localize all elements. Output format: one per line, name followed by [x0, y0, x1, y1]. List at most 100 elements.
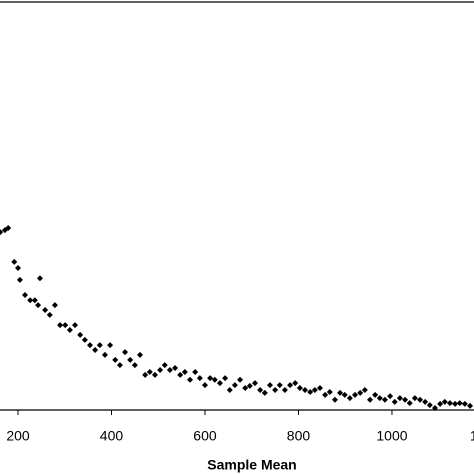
- point: [27, 297, 34, 304]
- point: [431, 404, 438, 411]
- point: [237, 376, 244, 383]
- point: [146, 369, 153, 376]
- point: [92, 347, 99, 354]
- point: [337, 389, 344, 396]
- point: [452, 400, 459, 407]
- point: [372, 391, 379, 398]
- point: [387, 393, 394, 400]
- point: [57, 322, 64, 329]
- point: [276, 382, 283, 389]
- point: [66, 327, 73, 334]
- point: [426, 402, 433, 409]
- point: [467, 402, 474, 409]
- point: [292, 380, 299, 387]
- point: [166, 367, 173, 374]
- point: [411, 395, 418, 402]
- point: [331, 396, 338, 403]
- point: [192, 369, 199, 376]
- point: [341, 391, 348, 398]
- point: [272, 387, 279, 394]
- point: [46, 311, 53, 318]
- point: [137, 351, 144, 358]
- point: [266, 382, 273, 389]
- point: [456, 400, 463, 407]
- point: [96, 342, 103, 349]
- point: [437, 400, 444, 407]
- point: [16, 276, 23, 283]
- point: [177, 371, 184, 378]
- point: [446, 400, 453, 407]
- point: [81, 336, 88, 343]
- point: [251, 380, 258, 387]
- x-tick-label: 1200: [470, 428, 474, 444]
- point: [51, 302, 58, 309]
- point: [287, 382, 294, 389]
- point: [116, 362, 123, 369]
- x-tick-label: 400: [100, 428, 124, 444]
- point: [417, 396, 424, 403]
- point: [376, 395, 383, 402]
- point: [122, 349, 129, 356]
- point: [172, 364, 179, 371]
- point: [14, 265, 21, 272]
- point: [322, 391, 329, 398]
- point: [42, 307, 49, 314]
- point: [391, 398, 398, 405]
- point: [231, 382, 238, 389]
- x-tick-label: 800: [287, 428, 311, 444]
- point: [261, 389, 268, 396]
- x-tick-label: 200: [6, 428, 30, 444]
- point: [107, 342, 114, 349]
- point: [326, 389, 333, 396]
- point: [35, 302, 42, 309]
- point: [366, 396, 373, 403]
- point: [161, 362, 168, 369]
- point: [396, 395, 403, 402]
- point: [157, 367, 164, 374]
- point: [5, 225, 12, 232]
- point: [216, 380, 223, 387]
- point: [101, 351, 108, 358]
- point: [406, 400, 413, 407]
- point: [31, 297, 38, 304]
- point: [207, 375, 214, 382]
- point: [226, 387, 233, 394]
- point: [402, 396, 409, 403]
- point: [311, 387, 318, 394]
- point: [151, 371, 158, 378]
- point: [11, 258, 18, 265]
- point: [246, 382, 253, 389]
- point: [257, 387, 264, 394]
- point: [0, 229, 4, 236]
- point: [296, 384, 303, 391]
- point: [361, 387, 368, 394]
- point: [281, 387, 288, 394]
- point: [346, 395, 353, 402]
- point: [22, 291, 29, 298]
- x-tick-label: 600: [193, 428, 217, 444]
- point: [196, 375, 203, 382]
- point: [357, 389, 364, 396]
- point: [131, 362, 138, 369]
- point: [381, 396, 388, 403]
- point: [36, 275, 43, 282]
- point: [127, 356, 134, 363]
- point: [72, 322, 79, 329]
- x-axis-title: Sample Mean: [207, 457, 296, 473]
- point: [77, 331, 84, 338]
- point: [201, 382, 208, 389]
- point: [302, 387, 309, 394]
- point: [86, 342, 93, 349]
- point: [307, 389, 314, 396]
- point: [62, 322, 69, 329]
- x-tick-label: 1000: [376, 428, 407, 444]
- point: [316, 384, 323, 391]
- point: [422, 398, 429, 405]
- point: [142, 371, 149, 378]
- point: [211, 376, 218, 383]
- point: [352, 391, 359, 398]
- point: [181, 369, 188, 376]
- point: [441, 398, 448, 405]
